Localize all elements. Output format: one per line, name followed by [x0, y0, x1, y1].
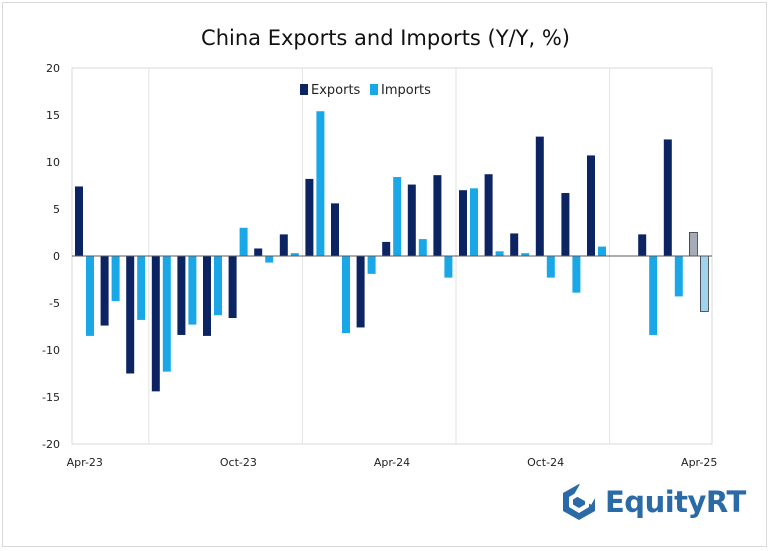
bar-imports: [265, 256, 274, 263]
bar-exports: [356, 256, 365, 328]
bar-imports: [342, 256, 350, 334]
y-tick-label: 15: [46, 109, 60, 122]
bar-exports: [459, 190, 467, 256]
bar-imports: [316, 111, 325, 257]
bar-imports: [111, 256, 120, 302]
bar-imports: [137, 256, 146, 320]
bar-exports: [254, 248, 263, 256]
x-tick-label: Oct-23: [220, 456, 257, 469]
y-tick-label: 10: [46, 156, 60, 169]
bar-exports: [177, 256, 186, 335]
bar-imports: [521, 253, 530, 256]
y-tick-label: -10: [42, 344, 60, 357]
bar-exports: [100, 256, 109, 326]
plot-bars: [75, 111, 709, 392]
bar-imports: [188, 256, 197, 325]
y-tick-label: 0: [53, 250, 60, 263]
bar-imports: [598, 246, 606, 256]
bar-imports: [444, 256, 453, 278]
bar-exports: [663, 139, 672, 256]
x-tick-label: Apr-25: [681, 456, 717, 469]
bar-imports: [214, 256, 222, 316]
bar-imports: [393, 177, 402, 256]
bar-imports: [367, 256, 376, 274]
bar-exports: [382, 241, 391, 256]
bar-exports: [638, 234, 647, 256]
x-tick-label: Apr-24: [374, 456, 410, 469]
chart-legend: Exports Imports: [300, 83, 431, 98]
legend-swatch-exports: [300, 84, 308, 95]
bar-exports: [587, 155, 595, 256]
y-tick-label: -20: [42, 438, 60, 451]
bar-exports: [510, 233, 519, 256]
bar-imports: [572, 256, 581, 293]
bar-exports: [126, 256, 135, 374]
y-tick-label: 5: [53, 203, 60, 216]
x-tick-label: Apr-23: [67, 456, 103, 469]
bar-imports: [495, 251, 504, 256]
bar-imports: [674, 256, 683, 297]
y-tick-label: 20: [46, 62, 60, 75]
bar-exports: [279, 234, 288, 256]
bar-imports: [470, 188, 478, 256]
bar-exports: [484, 174, 493, 256]
bar-exports: [151, 256, 160, 392]
bar-imports: [649, 256, 658, 335]
bar-exports: [305, 178, 314, 256]
bar-exports: [228, 256, 237, 319]
bar-imports: [700, 255, 709, 312]
equityrt-logo-icon: [563, 482, 599, 520]
bar-imports: [546, 256, 555, 278]
bar-exports: [561, 193, 570, 256]
bar-exports: [689, 232, 698, 257]
bar-exports: [203, 256, 211, 336]
bar-exports: [535, 136, 544, 256]
plot-axes: 20 15 10 5 0 -5 -10 -15 -20 Apr-23 Oct-23 Apr-24 Oct…: [42, 62, 717, 469]
chart-title: China Exports and Imports (Y/Y, %): [201, 26, 570, 50]
brand-name: EquityRT: [605, 485, 746, 519]
bar-imports: [239, 227, 248, 256]
legend-label-exports: Exports: [311, 83, 361, 98]
bar-exports: [75, 186, 83, 256]
bar-exports: [433, 175, 442, 256]
bar-imports: [162, 256, 171, 372]
x-tick-label: Oct-24: [527, 456, 564, 469]
bar-imports: [290, 253, 299, 256]
y-tick-label: -5: [49, 297, 60, 310]
bar-exports: [407, 184, 416, 256]
brand-logo: EquityRT: [559, 482, 746, 522]
bar-imports: [418, 239, 427, 256]
legend-label-imports: Imports: [381, 83, 431, 98]
legend-swatch-imports: [370, 84, 378, 95]
bar-exports: [331, 203, 339, 256]
bar-imports: [86, 256, 94, 336]
y-tick-label: -15: [42, 391, 60, 404]
